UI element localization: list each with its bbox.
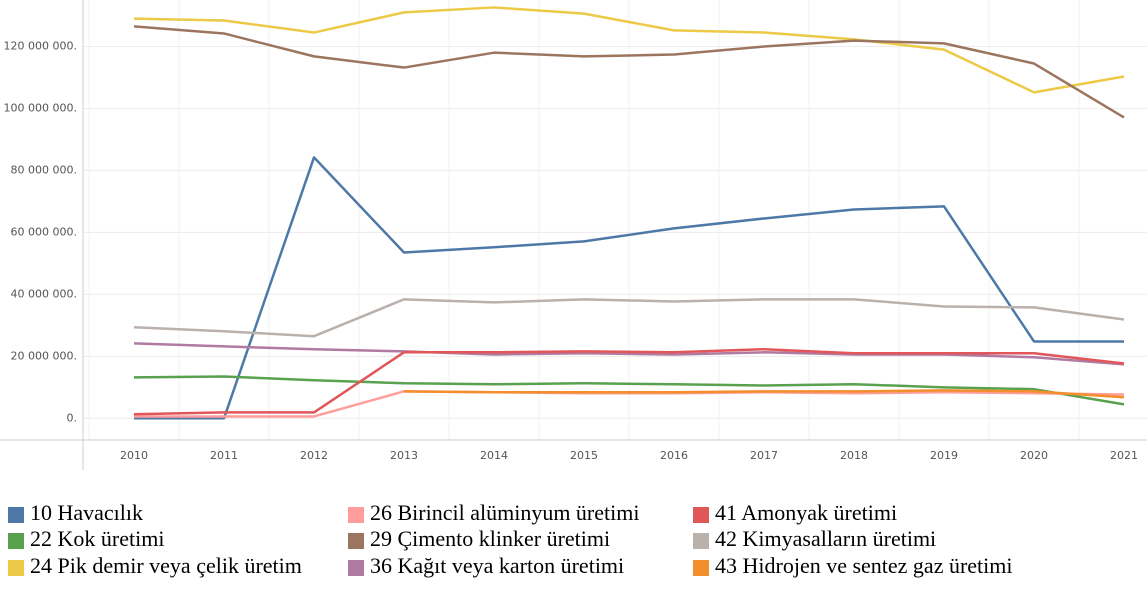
series-line [133, 342, 1125, 366]
x-tick-label: 2017 [750, 449, 778, 462]
series-line [403, 389, 1125, 399]
series-line [133, 25, 1125, 119]
series-line [133, 6, 1125, 94]
x-tick-label: 2016 [660, 449, 688, 462]
series-line [133, 347, 1125, 416]
x-tick-label: 2013 [390, 449, 418, 462]
x-tick-label: 2021 [1110, 449, 1138, 462]
legend-swatch [693, 560, 709, 576]
y-tick-label: 20 000 000. [11, 349, 77, 362]
x-tick-label: 2018 [840, 449, 868, 462]
legend-label: 10 Havacılık [30, 500, 143, 525]
legend-label: 26 Birincil alüminyum üretimi [370, 500, 639, 525]
legend-label: 42 Kimyasalların üretimi [715, 526, 936, 551]
series-line [133, 298, 1125, 338]
legend-swatch [8, 533, 24, 549]
y-tick-label: 120 000 000. [4, 39, 77, 52]
legend-label: 22 Kok üretimi [30, 526, 164, 551]
legend-swatch [693, 533, 709, 549]
legend-label: 43 Hidrojen ve sentez gaz üretimi [715, 553, 1013, 578]
x-tick-label: 2020 [1020, 449, 1048, 462]
legend-swatch [348, 560, 364, 576]
legend-swatch [348, 533, 364, 549]
x-tick-label: 2010 [120, 449, 148, 462]
legend-label: 29 Çimento klinker üretimi [370, 526, 610, 551]
legend-label: 24 Pik demir veya çelik üretim [30, 553, 302, 578]
x-tick-label: 2015 [570, 449, 598, 462]
x-tick-label: 2019 [930, 449, 958, 462]
y-tick-label: 40 000 000. [11, 287, 77, 300]
series-line [133, 375, 1125, 406]
legend-swatch [8, 507, 24, 523]
legend-swatch [8, 560, 24, 576]
y-tick-label: 60 000 000. [11, 225, 77, 238]
y-tick-label: 100 000 000. [4, 101, 77, 114]
legend-swatch [348, 507, 364, 523]
legend-swatch [693, 507, 709, 523]
y-tick-label: 80 000 000. [11, 163, 77, 176]
y-tick-label: 0. [67, 411, 78, 424]
series-line [134, 156, 1124, 420]
x-tick-label: 2012 [300, 449, 328, 462]
legend-label: 36 Kağıt veya karton üretimi [370, 553, 624, 578]
x-tick-label: 2011 [210, 449, 238, 462]
legend-label: 41 Amonyak üretimi [715, 500, 897, 525]
x-tick-label: 2014 [480, 449, 508, 462]
